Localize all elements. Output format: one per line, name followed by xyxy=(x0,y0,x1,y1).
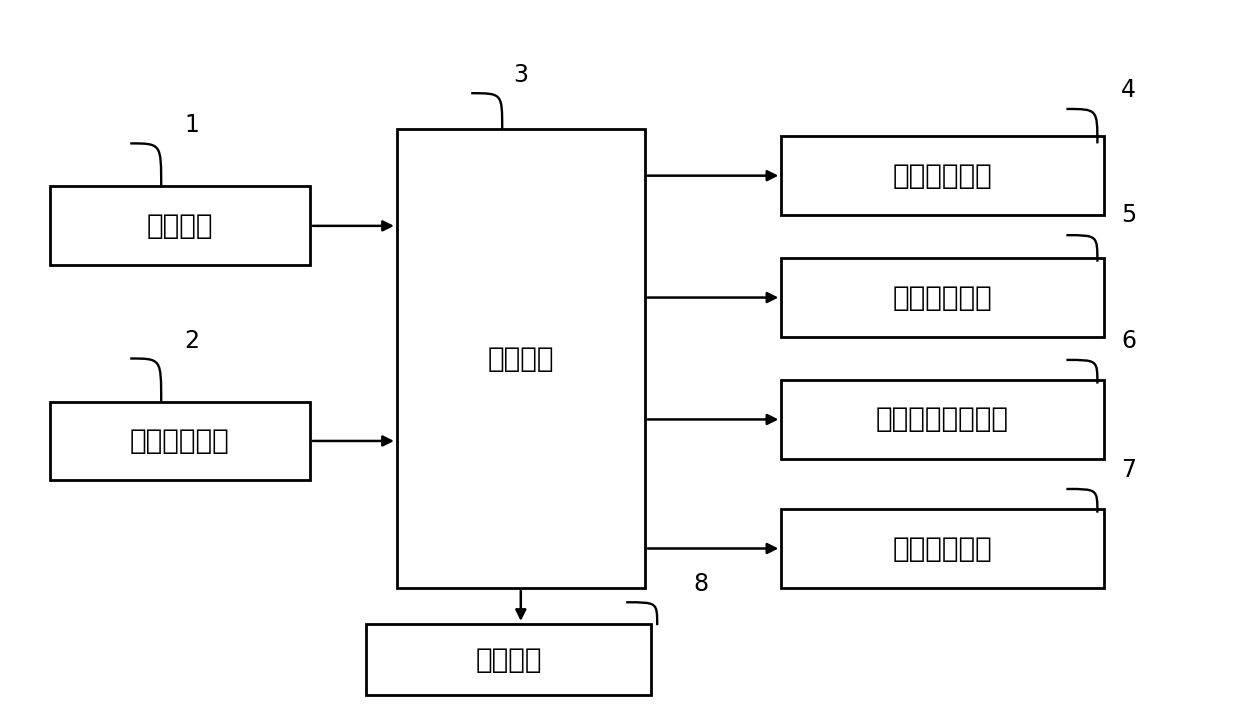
Bar xyxy=(50,402,310,480)
Text: 3: 3 xyxy=(513,63,528,87)
Bar xyxy=(50,186,310,265)
Text: 电波发射模块: 电波发射模块 xyxy=(893,161,992,190)
Text: 显示模块: 显示模块 xyxy=(475,645,542,674)
Text: 供电模块: 供电模块 xyxy=(146,212,213,240)
Bar xyxy=(781,258,1104,337)
Text: 1: 1 xyxy=(185,113,200,138)
Text: 5: 5 xyxy=(1121,203,1136,227)
Text: 8: 8 xyxy=(693,572,708,597)
Text: 主控模块: 主控模块 xyxy=(487,344,554,373)
Text: 按键操作模块: 按键操作模块 xyxy=(130,427,229,455)
Text: 6: 6 xyxy=(1121,328,1136,353)
Text: 电磁仿真模块: 电磁仿真模块 xyxy=(893,534,992,563)
Bar xyxy=(781,509,1104,588)
Bar xyxy=(366,624,651,695)
Text: 7: 7 xyxy=(1121,457,1136,482)
Text: 电波接收模块: 电波接收模块 xyxy=(893,283,992,312)
Bar xyxy=(781,380,1104,459)
Bar xyxy=(781,136,1104,215)
Bar xyxy=(397,129,645,588)
Text: 4: 4 xyxy=(1121,77,1136,102)
Text: 2: 2 xyxy=(185,328,200,353)
Text: 散射截面计算模块: 散射截面计算模块 xyxy=(875,405,1009,434)
